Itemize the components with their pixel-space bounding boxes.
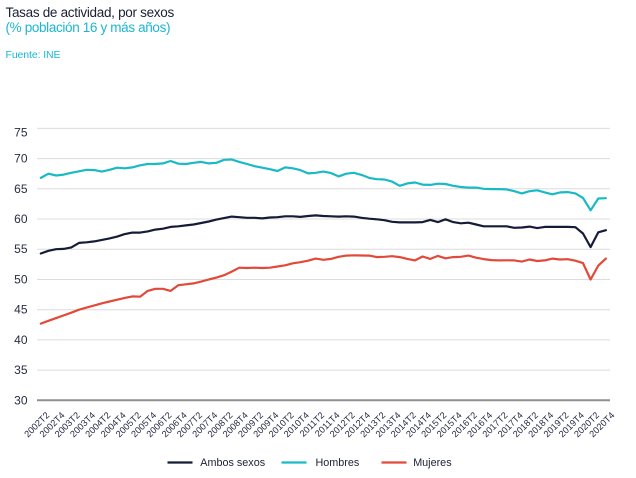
svg-text:55: 55 <box>14 242 28 256</box>
svg-text:75: 75 <box>14 125 28 139</box>
svg-text:50: 50 <box>14 273 28 287</box>
svg-text:Hombres: Hombres <box>316 457 360 469</box>
svg-text:30: 30 <box>14 393 28 407</box>
svg-text:45: 45 <box>14 303 28 317</box>
svg-text:40: 40 <box>14 333 28 347</box>
svg-text:Mujeres: Mujeres <box>413 457 452 469</box>
svg-text:35: 35 <box>14 363 28 377</box>
svg-text:65: 65 <box>14 182 28 196</box>
svg-text:70: 70 <box>14 152 28 166</box>
svg-text:60: 60 <box>14 212 28 226</box>
svg-text:Ambos sexos: Ambos sexos <box>200 457 265 469</box>
